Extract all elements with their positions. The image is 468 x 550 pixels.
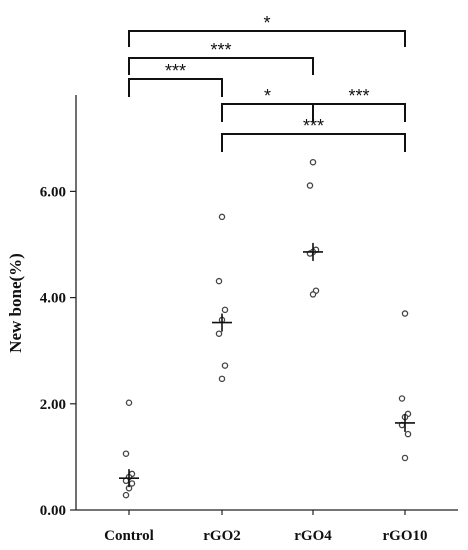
data-point (401, 310, 409, 317)
data-point (398, 395, 406, 402)
x-ticks: Control rGO2 rGO4 rGO10 (104, 510, 428, 544)
data-point (401, 454, 409, 462)
significance-label: * (264, 86, 271, 106)
data-point (125, 399, 133, 406)
x-tick-label-rgo4: rGO4 (294, 528, 332, 544)
data-point (309, 291, 317, 298)
significance-bracket (221, 103, 314, 122)
significance-bracket (221, 133, 406, 152)
data-point (215, 330, 223, 337)
y-tick-label: 2.00 (40, 397, 66, 413)
y-tick-label: 6.00 (40, 184, 66, 200)
y-tick-label: 0.00 (40, 503, 66, 519)
data-point (404, 430, 412, 438)
data-point (215, 277, 223, 285)
significance-label: *** (165, 61, 186, 81)
significance-label: *** (210, 40, 231, 60)
data-point (309, 158, 317, 166)
data-point (221, 306, 229, 314)
data-point (122, 491, 130, 499)
y-axis-title: New bone(%) (6, 253, 25, 353)
data-point (306, 182, 314, 189)
data-points (119, 158, 415, 499)
x-tick-label-rgo2: rGO2 (203, 528, 241, 544)
data-point (122, 477, 130, 485)
data-point (218, 375, 226, 383)
y-tick-label: 4.00 (40, 291, 66, 307)
significance-label: *** (348, 86, 369, 106)
data-point (218, 213, 226, 221)
y-ticks: 0.00 2.00 4.00 6.00 (40, 184, 76, 519)
significance-label: *** (303, 116, 324, 136)
significance-bracket (128, 78, 223, 97)
x-tick-label-rgo10: rGO10 (383, 528, 428, 544)
significance-bracket (128, 57, 314, 75)
significance-bracket (312, 103, 406, 122)
significance-label: * (263, 13, 270, 33)
significance-brackets: ******** ****** (128, 13, 406, 152)
data-point (221, 362, 229, 369)
significance-bracket (128, 30, 406, 47)
data-point (122, 450, 130, 457)
x-tick-label-control: Control (104, 528, 154, 544)
